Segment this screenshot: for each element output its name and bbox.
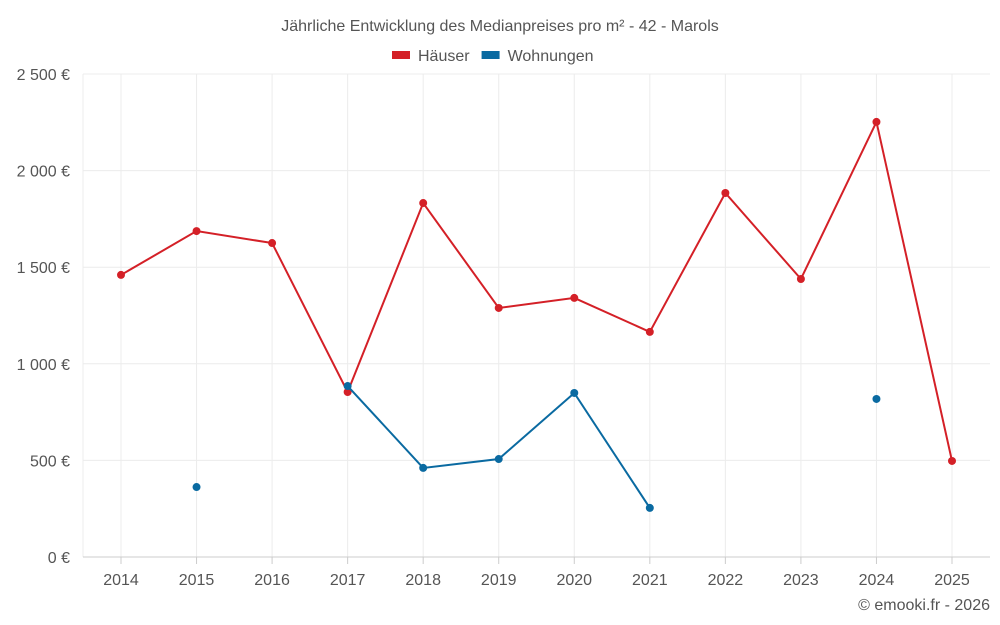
x-tick-label: 2019 (481, 572, 517, 589)
data-point (872, 117, 881, 126)
axes: 0 € 500 € 1 000 € 1 500 € 2 000 € 2 500 € 2014… (17, 67, 990, 589)
legend-swatch (392, 51, 410, 59)
data-point (948, 456, 956, 465)
legend: Häuser Wohnungen (392, 48, 594, 65)
data-point (117, 270, 125, 279)
data-point (494, 455, 503, 464)
data-point (192, 227, 201, 236)
y-tick-label: 1 000 € (17, 357, 70, 374)
data-point (645, 327, 654, 336)
legend-label: Wohnungen (508, 48, 594, 65)
x-tick-label: 2021 (632, 572, 668, 589)
data-point (872, 394, 881, 403)
x-tick-label: 2016 (254, 572, 290, 589)
x-tick-label: 2022 (708, 572, 744, 589)
data-point (343, 382, 352, 391)
x-tick-label: 2024 (859, 572, 895, 589)
y-tick-label: 0 € (48, 550, 70, 567)
legend-swatch (481, 51, 500, 59)
x-tick-label: 2025 (934, 572, 970, 589)
x-tick-label: 2015 (179, 572, 215, 589)
x-tick-label: 2023 (783, 572, 819, 589)
y-tick-label: 2 000 € (17, 164, 70, 181)
legend-label: Häuser (418, 48, 470, 65)
y-tick-label: 500 € (30, 453, 70, 470)
x-tick-label: 2018 (405, 572, 441, 589)
grid (82, 73, 990, 557)
y-tick-label: 1 500 € (17, 260, 70, 277)
data-point (268, 239, 277, 248)
data-point (645, 503, 654, 512)
data-point (570, 293, 579, 302)
series (117, 117, 956, 512)
data-point (796, 274, 805, 283)
credit-text: © emooki.fr - 2026 (858, 597, 990, 614)
data-point (570, 388, 579, 397)
chart-title: Jährliche Entwicklung des Medianpreises … (281, 18, 719, 35)
data-point (494, 303, 503, 312)
data-point (419, 463, 428, 472)
series-wohnungen (192, 382, 881, 512)
x-tick-label: 2020 (556, 572, 592, 589)
series-line (120, 118, 953, 462)
series-häuser (117, 117, 956, 465)
x-tick-label: 2014 (103, 572, 139, 589)
data-point (192, 483, 201, 492)
data-point (343, 388, 352, 397)
data-point (721, 189, 730, 198)
y-tick-label: 2 500 € (17, 67, 70, 84)
x-tick-label: 2017 (330, 572, 366, 589)
data-point (419, 199, 428, 208)
